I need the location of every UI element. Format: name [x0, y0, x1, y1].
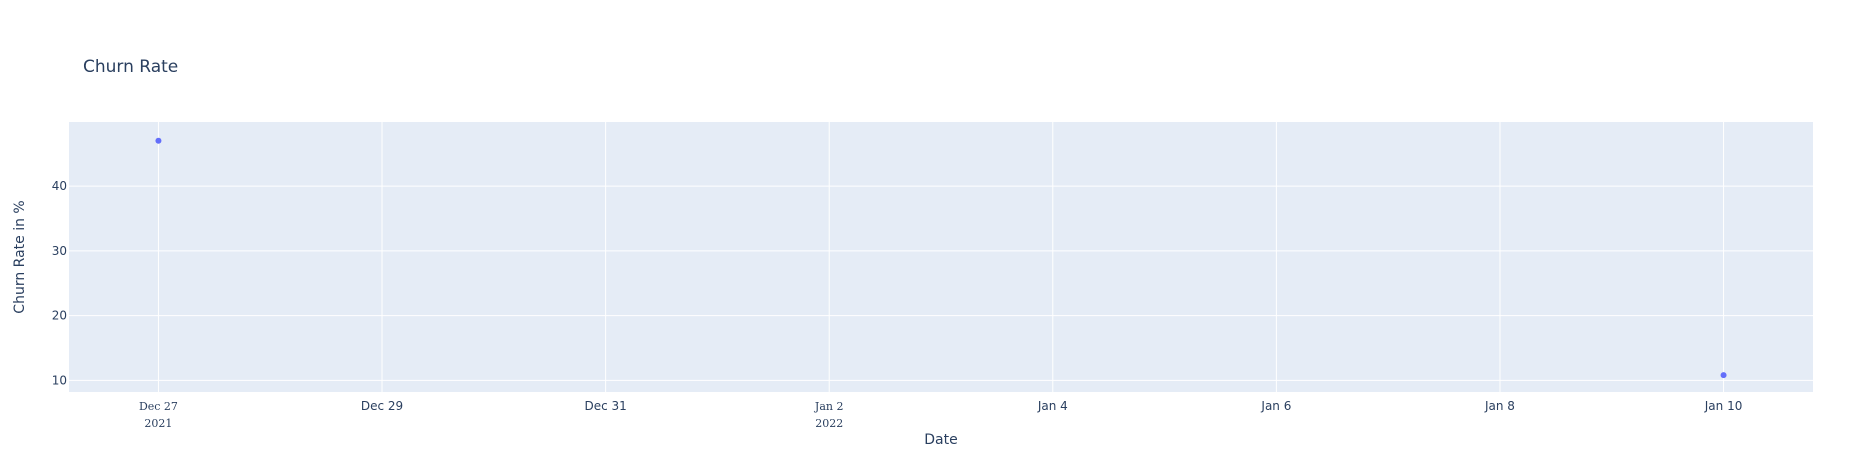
x-tick-label: Jan 4 — [1037, 399, 1068, 413]
x-tick-year-label: 2022 — [815, 417, 843, 430]
chart-title: Churn Rate — [83, 57, 178, 77]
x-tick-label: Jan 6 — [1260, 399, 1291, 413]
x-axis-title: Date — [924, 432, 957, 448]
data-point[interactable] — [1720, 372, 1727, 379]
x-tick-label: Dec 31 — [584, 399, 626, 413]
x-tick-label: Jan 2 — [814, 400, 844, 413]
y-tick-label: 10 — [52, 373, 67, 387]
x-tick-label: Jan 10 — [1704, 399, 1743, 413]
y-tick-label: 30 — [52, 244, 67, 258]
x-tick-label: Dec 29 — [361, 399, 403, 413]
x-axis-ticks: Dec 27 2021 Dec 29 Dec 31 Jan 2 2022 Jan 4 Jan … — [139, 399, 1742, 430]
y-tick-label: 20 — [52, 309, 67, 323]
data-point[interactable] — [155, 137, 162, 144]
plot-area — [69, 122, 1813, 392]
grid-lines — [69, 122, 1813, 392]
y-axis-ticks: 10 20 30 40 — [52, 179, 67, 387]
x-tick-label: Dec 27 — [139, 400, 178, 413]
x-tick-year-label: 2021 — [144, 417, 172, 430]
x-tick-label: Jan 8 — [1484, 399, 1515, 413]
y-tick-label: 40 — [52, 179, 67, 193]
data-points — [155, 137, 1727, 379]
y-axis-title: Churn Rate in % — [12, 200, 28, 313]
